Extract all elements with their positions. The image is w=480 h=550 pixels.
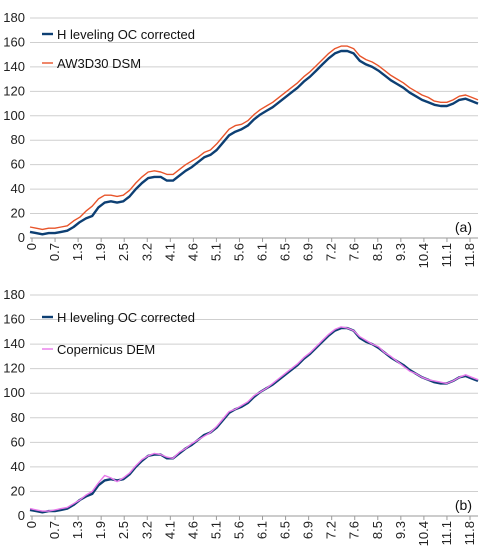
x-tick-label: 6.5 — [278, 521, 293, 539]
y-tick-label: 160 — [3, 312, 25, 327]
legend-label: H leveling OC corrected — [57, 310, 195, 325]
x-tick-label: 6.1 — [255, 521, 270, 539]
x-tick-label: 8.5 — [370, 243, 385, 261]
x-tick-label: 1.3 — [70, 243, 85, 261]
x-tick-label: 1.3 — [70, 521, 85, 539]
x-tick-label: 9.3 — [393, 243, 408, 261]
x-tick-label: 7.2 — [324, 243, 339, 261]
y-tick-label: 20 — [11, 206, 25, 221]
y-tick-label: 100 — [3, 385, 25, 400]
y-tick-label: 40 — [11, 181, 25, 196]
x-tick-label: 2.5 — [116, 521, 131, 539]
panel-label: (b) — [455, 497, 472, 513]
series-line-0 — [29, 326, 479, 514]
x-tick-label: 11.1 — [439, 521, 454, 545]
y-tick-label: 180 — [3, 287, 25, 302]
x-tick-label: 4.1 — [162, 521, 177, 539]
x-tick-label: 4.1 — [162, 243, 177, 261]
x-tick-label: 6.9 — [301, 243, 316, 261]
x-tick-label: 4.6 — [185, 243, 200, 261]
y-tick-label: 20 — [11, 483, 25, 498]
y-tick-label: 0 — [18, 508, 25, 523]
x-tick-label: 0.7 — [47, 243, 62, 261]
x-tick-label: 10.4 — [416, 243, 431, 268]
legend-label: AW3D30 DSM — [57, 56, 141, 71]
x-tick-label: 11.8 — [462, 521, 477, 545]
x-tick-label: 0 — [24, 521, 39, 528]
x-tick-label: 9.3 — [393, 521, 408, 539]
x-tick-label: 5.1 — [208, 521, 223, 539]
y-tick-label: 40 — [11, 459, 25, 474]
y-tick-label: 180 — [3, 10, 25, 25]
y-tick-label: 140 — [3, 59, 25, 74]
x-tick-label: 1.9 — [93, 243, 108, 261]
panel-b: 0 20 40 60 80 100 120 140 160 180 0 0.7 1.3 1.9 2.5 3.2… — [3, 287, 479, 546]
x-tick-label: 5.6 — [231, 243, 246, 261]
x-tick-label: 3.2 — [139, 243, 154, 261]
y-tick-label: 120 — [3, 361, 25, 376]
x-tick-label: 6.1 — [255, 243, 270, 261]
y-tick-label: 80 — [11, 132, 25, 147]
x-tick-label: 7.2 — [324, 521, 339, 539]
x-tick-label: 7.6 — [347, 243, 362, 261]
x-tick-label: 0 — [24, 243, 39, 250]
y-tick-label: 140 — [3, 336, 25, 351]
series-line-0 — [29, 49, 479, 236]
x-tick-label: 6.5 — [278, 243, 293, 261]
y-tick-label: 100 — [3, 108, 25, 123]
x-tick-label: 1.9 — [93, 521, 108, 539]
x-tick-label: 0.7 — [47, 521, 62, 539]
panel-label: (a) — [455, 219, 472, 235]
x-tick-label: 4.6 — [185, 521, 200, 539]
y-tick-label: 80 — [11, 410, 25, 425]
x-tick-label: 5.6 — [231, 521, 246, 539]
x-tick-label: 11.8 — [462, 243, 477, 267]
y-tick-label: 120 — [3, 83, 25, 98]
x-tick-label: 5.1 — [208, 243, 223, 261]
y-tick-label: 0 — [18, 230, 25, 245]
x-tick-label: 2.5 — [116, 243, 131, 261]
x-tick-label: 6.9 — [301, 521, 316, 539]
series-line-1 — [29, 45, 479, 231]
x-tick-label: 10.4 — [416, 521, 431, 546]
y-tick-label: 60 — [11, 434, 25, 449]
y-tick-label: 60 — [11, 157, 25, 172]
x-tick-label: 3.2 — [139, 521, 154, 539]
y-tick-label: 160 — [3, 34, 25, 49]
series-line-1 — [29, 326, 479, 512]
panel-a: 0 20 40 60 80 100 120 140 160 180 0 0.7 1.3 1.9 2.5 3.2… — [3, 10, 479, 268]
x-tick-label: 11.1 — [439, 243, 454, 267]
legend-label: H leveling OC corrected — [57, 27, 195, 42]
x-tick-label: 7.6 — [347, 521, 362, 539]
legend-label: Copernicus DEM — [57, 342, 155, 357]
x-tick-label: 8.5 — [370, 521, 385, 539]
